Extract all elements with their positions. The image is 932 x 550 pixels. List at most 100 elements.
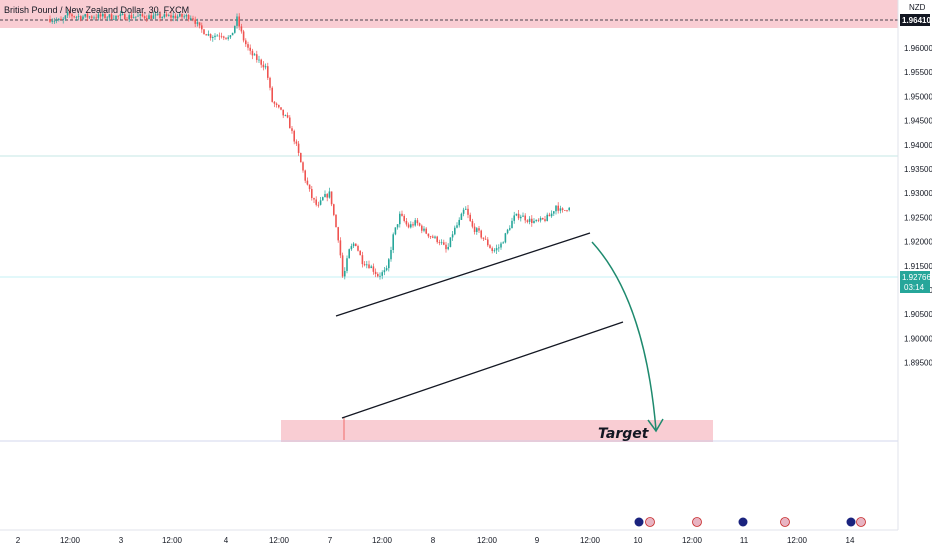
x-tick-label: 12:00 bbox=[372, 536, 393, 545]
candle-body bbox=[218, 35, 221, 37]
candle-body bbox=[403, 215, 405, 221]
projection-arrow[interactable] bbox=[591, 241, 657, 431]
uk-flag-icon[interactable] bbox=[645, 517, 655, 527]
candle-body bbox=[86, 14, 89, 18]
candle-body bbox=[319, 200, 322, 205]
x-tick-label: 2 bbox=[16, 536, 21, 545]
candle-body bbox=[535, 219, 537, 221]
candle-body bbox=[462, 209, 465, 214]
candle-body bbox=[251, 50, 254, 56]
candle-body bbox=[311, 189, 313, 199]
candle-body bbox=[196, 22, 199, 24]
candle-body bbox=[66, 12, 69, 16]
candle-body bbox=[568, 207, 570, 211]
nz-flag-icon[interactable] bbox=[846, 517, 856, 527]
candle-body bbox=[401, 213, 403, 216]
candle-body bbox=[207, 34, 210, 36]
candle-body bbox=[154, 14, 157, 16]
x-tick-label: 8 bbox=[431, 536, 436, 545]
candle-body bbox=[69, 12, 71, 15]
candle-body bbox=[348, 249, 350, 259]
candle-body bbox=[533, 220, 535, 223]
candle-body bbox=[339, 240, 342, 256]
candle-body bbox=[495, 248, 498, 251]
candle-body bbox=[500, 243, 502, 248]
candle-body bbox=[421, 225, 423, 231]
candle-body bbox=[275, 103, 278, 105]
candle-body bbox=[176, 16, 179, 19]
candle-body bbox=[260, 59, 262, 65]
candle-body bbox=[273, 101, 276, 104]
candle-body bbox=[528, 218, 531, 222]
nz-flag-icon[interactable] bbox=[738, 517, 748, 527]
candle-body bbox=[372, 266, 375, 272]
candle-body bbox=[212, 37, 214, 38]
candle-body bbox=[561, 208, 564, 210]
candle-body bbox=[524, 215, 526, 221]
candle-body bbox=[132, 17, 135, 19]
candle-body bbox=[135, 16, 137, 18]
candle-body bbox=[385, 268, 388, 271]
candle-body bbox=[557, 205, 559, 211]
candle-body bbox=[64, 15, 67, 19]
candle-body bbox=[168, 15, 170, 17]
candle-body bbox=[172, 15, 174, 18]
candle-body bbox=[513, 215, 515, 221]
uk-flag-icon[interactable] bbox=[856, 517, 866, 527]
nz-flag-icon[interactable] bbox=[634, 517, 644, 527]
candle-body bbox=[209, 34, 212, 38]
currency-label: NZD bbox=[909, 3, 926, 12]
candle-body bbox=[231, 32, 234, 36]
candle-body bbox=[220, 36, 223, 38]
candle-body bbox=[416, 220, 419, 224]
candle-body bbox=[346, 258, 348, 271]
y-tick-label: 1.90000 bbox=[904, 334, 932, 343]
candle-body bbox=[443, 242, 445, 245]
candle-body bbox=[531, 218, 533, 223]
candle-body bbox=[187, 15, 190, 20]
candle-body bbox=[555, 205, 557, 212]
candle-body bbox=[264, 66, 267, 68]
y-tick-label: 1.94000 bbox=[904, 141, 932, 150]
uk-flag-icon[interactable] bbox=[692, 517, 702, 527]
candle-body bbox=[247, 44, 249, 48]
candle-body bbox=[456, 225, 458, 228]
candle-body bbox=[304, 170, 306, 181]
x-tick-label: 9 bbox=[535, 536, 540, 545]
channel-upper-line[interactable] bbox=[335, 232, 591, 317]
candle-body bbox=[97, 14, 100, 19]
candle-body bbox=[150, 15, 152, 19]
candle-body bbox=[436, 236, 438, 243]
candle-body bbox=[124, 14, 126, 20]
candle-body bbox=[49, 18, 51, 22]
candle-body bbox=[161, 17, 163, 19]
candle-body bbox=[249, 47, 251, 51]
uk-flag-icon[interactable] bbox=[780, 517, 790, 527]
candle-body bbox=[106, 17, 108, 19]
candle-body bbox=[478, 228, 480, 231]
y-tick-label: 1.95500 bbox=[904, 68, 932, 77]
candle-body bbox=[51, 21, 53, 22]
event-icons[interactable] bbox=[634, 517, 866, 527]
candle-body bbox=[170, 15, 172, 18]
countdown-text: 03:14 bbox=[904, 283, 925, 292]
channel-lower-line[interactable] bbox=[341, 321, 624, 419]
candle-body bbox=[313, 198, 315, 200]
candle-body bbox=[447, 246, 449, 250]
candle-body bbox=[126, 19, 128, 21]
x-tick-label: 11 bbox=[740, 536, 749, 545]
candle-body bbox=[392, 234, 394, 251]
candle-body bbox=[484, 238, 487, 240]
candle-body bbox=[506, 229, 509, 234]
candle-body bbox=[324, 194, 326, 198]
candle-body bbox=[183, 16, 185, 18]
candle-body bbox=[271, 87, 273, 102]
projection-arrowhead bbox=[647, 418, 664, 433]
candle-body bbox=[335, 214, 337, 228]
candle-body bbox=[458, 219, 460, 226]
candle-body bbox=[418, 223, 421, 226]
candle-body bbox=[60, 18, 62, 20]
candle-body bbox=[357, 246, 359, 251]
candle-body bbox=[566, 210, 568, 211]
